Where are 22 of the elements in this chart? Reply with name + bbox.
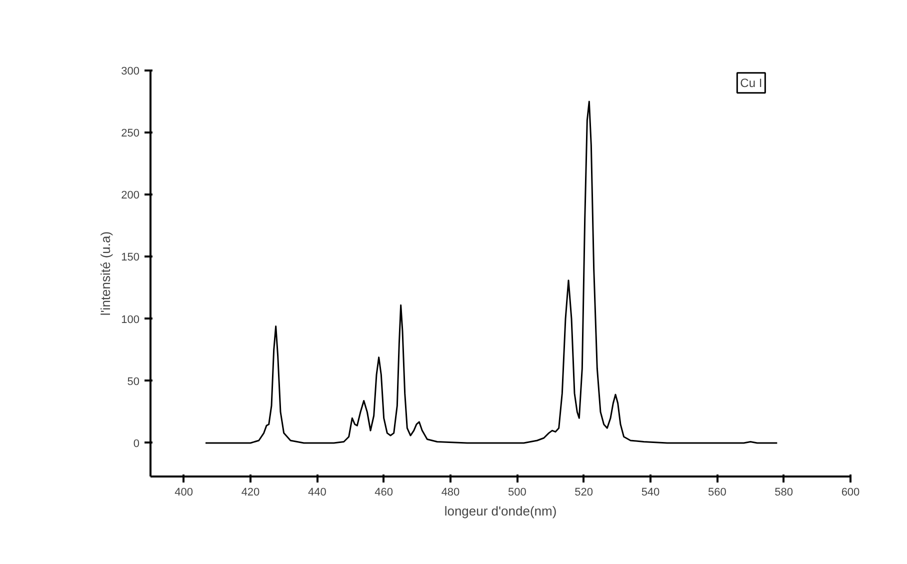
y-tick-label: 300 [121, 66, 140, 78]
x-axis-title: longeur d'onde(nm) [444, 504, 557, 518]
x-tick-label: 500 [508, 486, 526, 498]
x-tick-label: 440 [308, 486, 326, 498]
annotation: Cu I [740, 76, 762, 90]
x-tick-label: 580 [774, 486, 794, 498]
x-tick-label: 520 [574, 486, 594, 498]
x-tick-label: 560 [708, 486, 726, 498]
x-tick-label: 400 [174, 486, 194, 498]
y-tick-label: 150 [121, 252, 140, 264]
y-axis-title: l'intensité (u.a) [98, 231, 114, 316]
x-tick-label: 480 [441, 486, 460, 498]
x-tick-label: 600 [841, 486, 860, 498]
y-tick-label: 200 [121, 190, 140, 202]
x-tick-label: 420 [241, 486, 260, 498]
y-tick-label: 0 [133, 438, 140, 450]
line-series [204, 100, 778, 444]
y-tick-label: 250 [121, 128, 140, 140]
y-tick-label: 100 [121, 314, 140, 326]
x-tick-label: 540 [641, 486, 660, 498]
y-tick-label: 50 [127, 376, 140, 388]
x-tick-label: 460 [374, 486, 394, 498]
